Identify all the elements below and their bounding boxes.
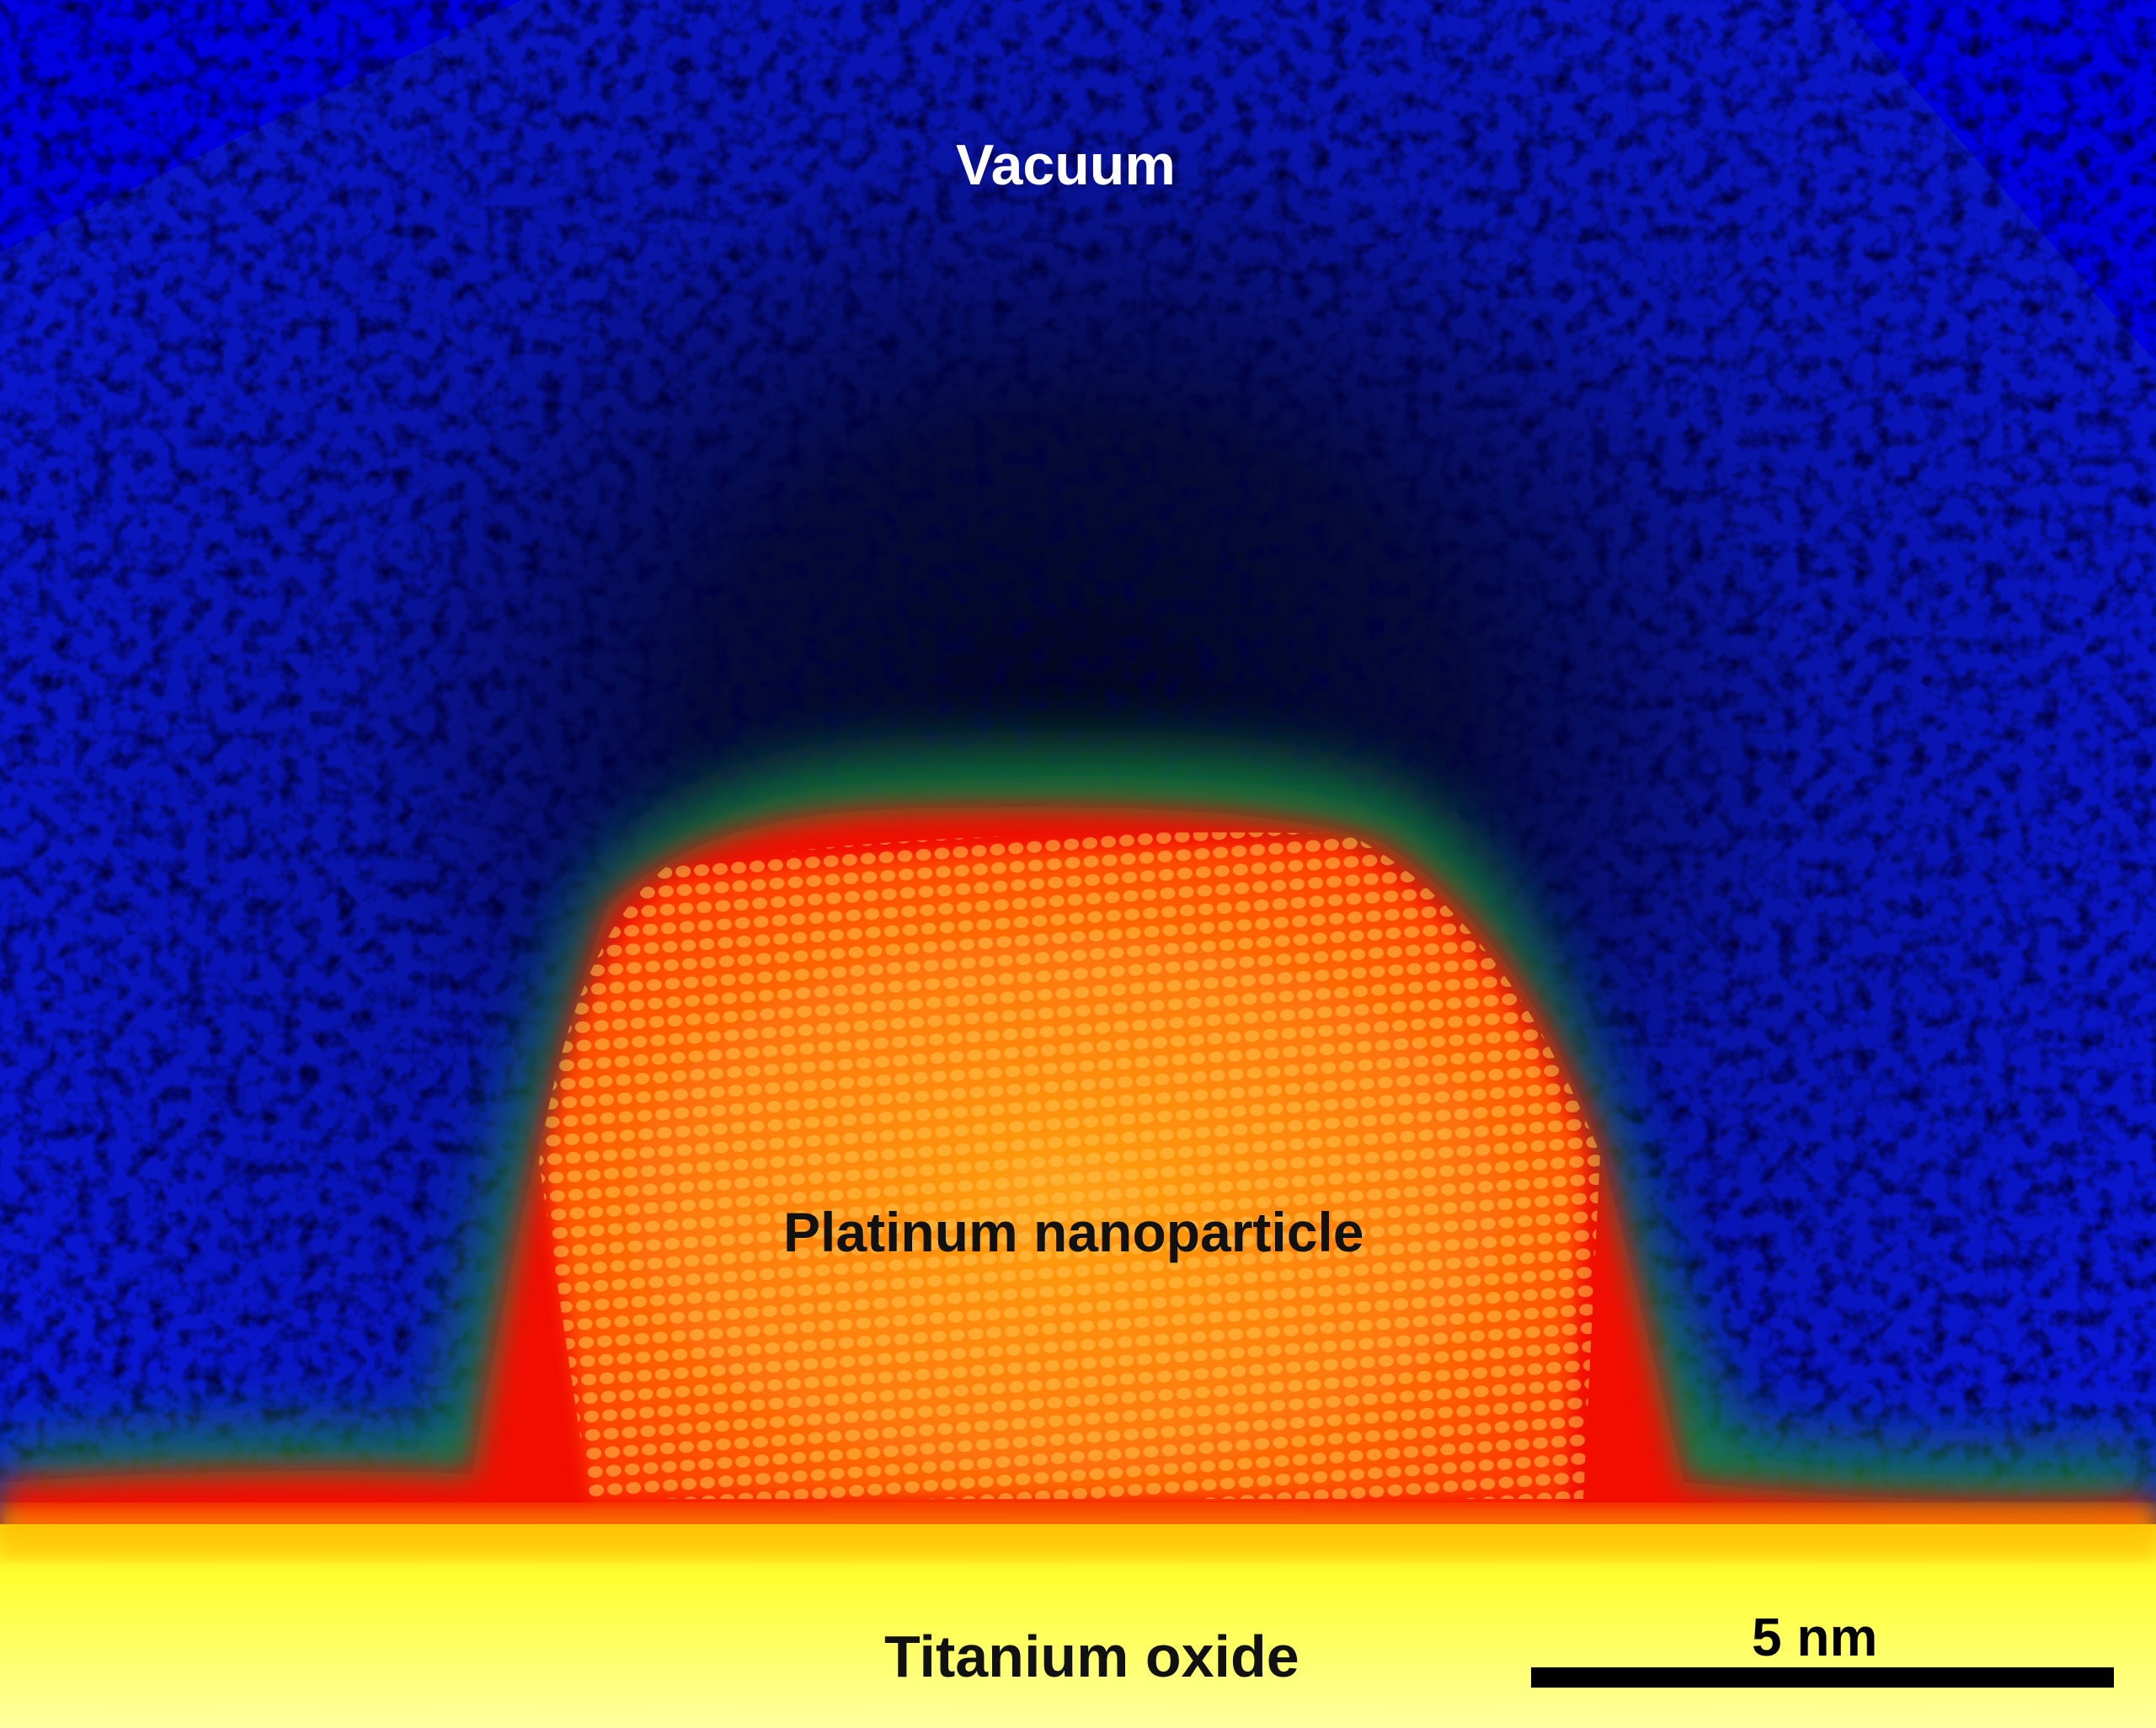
scale-bar-label: 5 nm xyxy=(1752,1607,1878,1667)
vacuum-label: Vacuum xyxy=(956,133,1176,197)
platinum-nanoparticle-label: Platinum nanoparticle xyxy=(783,1201,1364,1263)
scale-bar xyxy=(1531,1667,2114,1688)
titanium-oxide-label: Titanium oxide xyxy=(884,1624,1299,1689)
